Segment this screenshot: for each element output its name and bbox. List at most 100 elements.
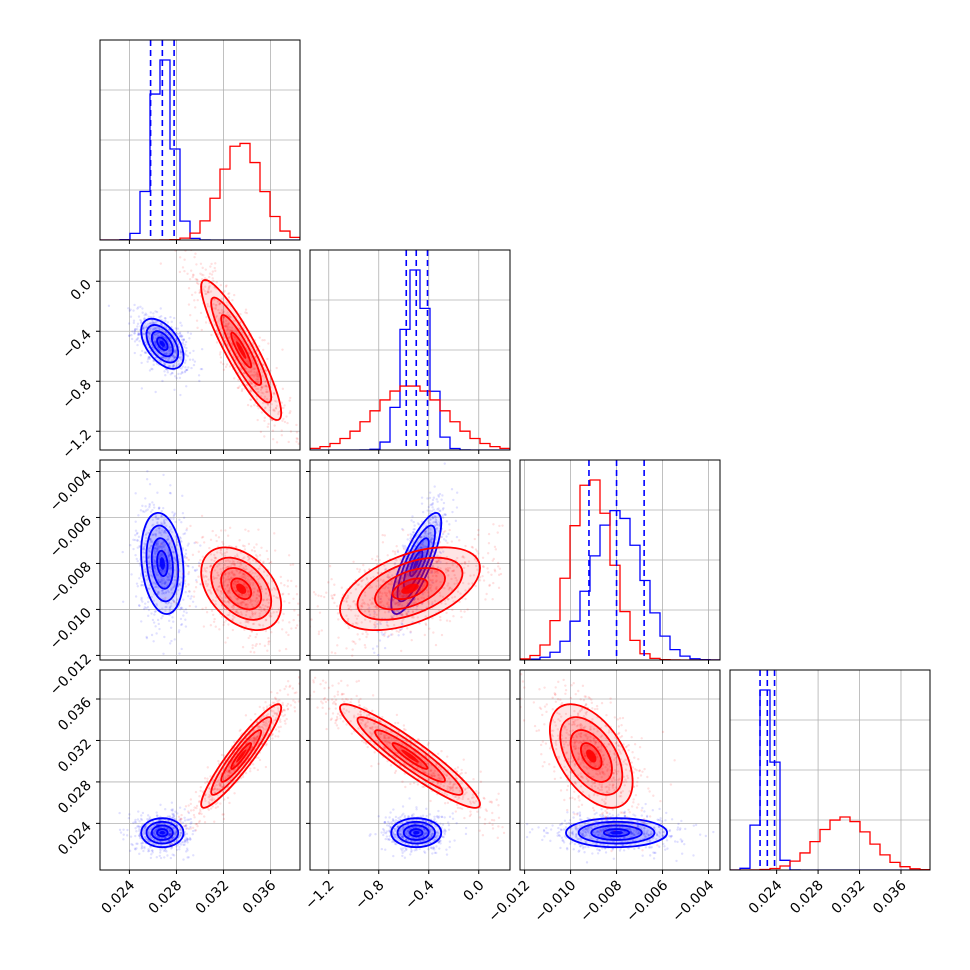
- scatter-point: [428, 627, 431, 630]
- scatter-point: [140, 847, 143, 850]
- scatter-point: [249, 405, 253, 408]
- scatter-point: [153, 581, 156, 585]
- scatter-point: [229, 596, 232, 600]
- scatter-point: [202, 274, 205, 277]
- scatter-point: [269, 369, 272, 372]
- scatter-point: [183, 841, 187, 844]
- scatter-point: [201, 555, 205, 558]
- scatter-point: [264, 629, 268, 633]
- scatter-point: [181, 547, 185, 550]
- scatter-point: [172, 813, 176, 816]
- scatter-point: [163, 363, 166, 366]
- scatter-point: [206, 290, 209, 293]
- scatter-point: [251, 341, 254, 345]
- scatter-point: [402, 547, 406, 551]
- scatter-point: [198, 291, 201, 295]
- scatter-point: [421, 542, 424, 545]
- scatter-point: [224, 339, 227, 343]
- scatter-point: [142, 547, 145, 550]
- scatter-point: [176, 824, 179, 827]
- scatter-point: [250, 373, 253, 377]
- scatter-point: [223, 554, 227, 557]
- scatter-point: [395, 613, 398, 616]
- scatter-point: [435, 570, 438, 574]
- scatter-point: [248, 579, 251, 582]
- scatter-point: [198, 379, 201, 383]
- scatter-point: [169, 856, 173, 860]
- scatter-point: [358, 570, 361, 573]
- scatter-point: [144, 312, 147, 315]
- scatter-point: [345, 614, 348, 617]
- scatter-point: [401, 613, 404, 616]
- scatter-point: [245, 586, 249, 590]
- scatter-point: [143, 542, 146, 545]
- scatter-point: [377, 653, 380, 657]
- scatter-point: [394, 602, 397, 606]
- scatter-point: [157, 830, 161, 834]
- scatter-point: [167, 555, 170, 559]
- scatter-point: [149, 835, 152, 838]
- scatter-point: [447, 588, 451, 591]
- scatter-point: [374, 558, 378, 562]
- scatter-point: [145, 606, 148, 610]
- scatter-point: [164, 345, 168, 349]
- scatter-point: [430, 571, 433, 575]
- scatter-point: [395, 614, 398, 617]
- scatter-point: [246, 603, 249, 606]
- scatter-point: [283, 600, 286, 603]
- scatter-point: [212, 577, 216, 581]
- scatter-point: [152, 838, 156, 842]
- scatter-point: [473, 558, 477, 561]
- scatter-point: [239, 571, 242, 574]
- scatter-point: [208, 284, 211, 288]
- scatter-point: [391, 586, 394, 590]
- scatter-point: [295, 624, 299, 627]
- scatter-point: [154, 350, 157, 353]
- scatter-point: [290, 627, 293, 630]
- scatter-point: [134, 529, 138, 532]
- scatter-point: [209, 553, 213, 556]
- scatter-point: [250, 381, 253, 385]
- scatter-point: [252, 367, 256, 370]
- scatter-point: [160, 589, 164, 593]
- scatter-point: [333, 593, 336, 597]
- scatter-point: [251, 644, 254, 647]
- scatter-point: [136, 825, 139, 828]
- scatter-point: [173, 638, 176, 641]
- scatter-point: [410, 573, 413, 576]
- scatter-point: [184, 548, 188, 552]
- scatter-point: [205, 610, 209, 614]
- scatter-point: [387, 603, 390, 607]
- scatter-point: [273, 409, 276, 413]
- scatter-point: [133, 332, 136, 335]
- scatter-point: [447, 532, 450, 536]
- scatter-point: [255, 543, 258, 546]
- scatter-point: [144, 539, 148, 543]
- scatter-point: [463, 561, 467, 564]
- scatter-point: [157, 586, 160, 589]
- scatter-point: [239, 560, 242, 564]
- scatter-point: [262, 392, 265, 395]
- scatter-point: [183, 579, 187, 582]
- scatter-point: [226, 328, 229, 331]
- scatter-point: [233, 337, 236, 340]
- scatter-point: [233, 564, 236, 567]
- scatter-point: [171, 816, 174, 820]
- scatter-point: [172, 815, 175, 818]
- scatter-point: [400, 561, 403, 564]
- scatter-point: [179, 351, 183, 354]
- scatter-point: [199, 367, 203, 371]
- scatter-point: [272, 408, 276, 411]
- scatter-point: [277, 412, 280, 416]
- scatter-point: [158, 545, 161, 548]
- scatter-point: [152, 503, 156, 507]
- scatter-point: [207, 288, 210, 292]
- scatter-point: [222, 316, 226, 319]
- scatter-point: [435, 526, 439, 530]
- scatter-point: [349, 591, 352, 595]
- scatter-point: [204, 582, 208, 586]
- scatter-point: [431, 506, 434, 509]
- scatter-point: [275, 610, 278, 614]
- scatter-point: [167, 601, 170, 604]
- scatter-point: [238, 539, 241, 542]
